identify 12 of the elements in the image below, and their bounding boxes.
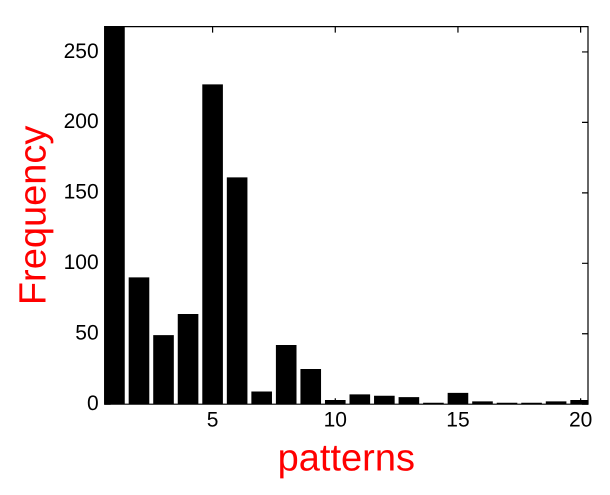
y-tick-label: 100 bbox=[64, 251, 99, 274]
x-tick-label: 5 bbox=[206, 408, 218, 432]
x-tick-label: 15 bbox=[446, 408, 470, 432]
x-axis-title: patterns bbox=[278, 438, 415, 480]
y-tick-label: 150 bbox=[64, 180, 99, 204]
y-tick-label: 250 bbox=[64, 40, 99, 63]
y-axis-title: Frequency bbox=[12, 126, 54, 306]
y-tick-label: 200 bbox=[64, 110, 99, 134]
x-tick-label: 20 bbox=[568, 408, 592, 432]
x-tick-label: 10 bbox=[324, 408, 347, 432]
y-tick-label: 50 bbox=[75, 322, 99, 345]
y-tick-label: 0 bbox=[86, 392, 99, 415]
